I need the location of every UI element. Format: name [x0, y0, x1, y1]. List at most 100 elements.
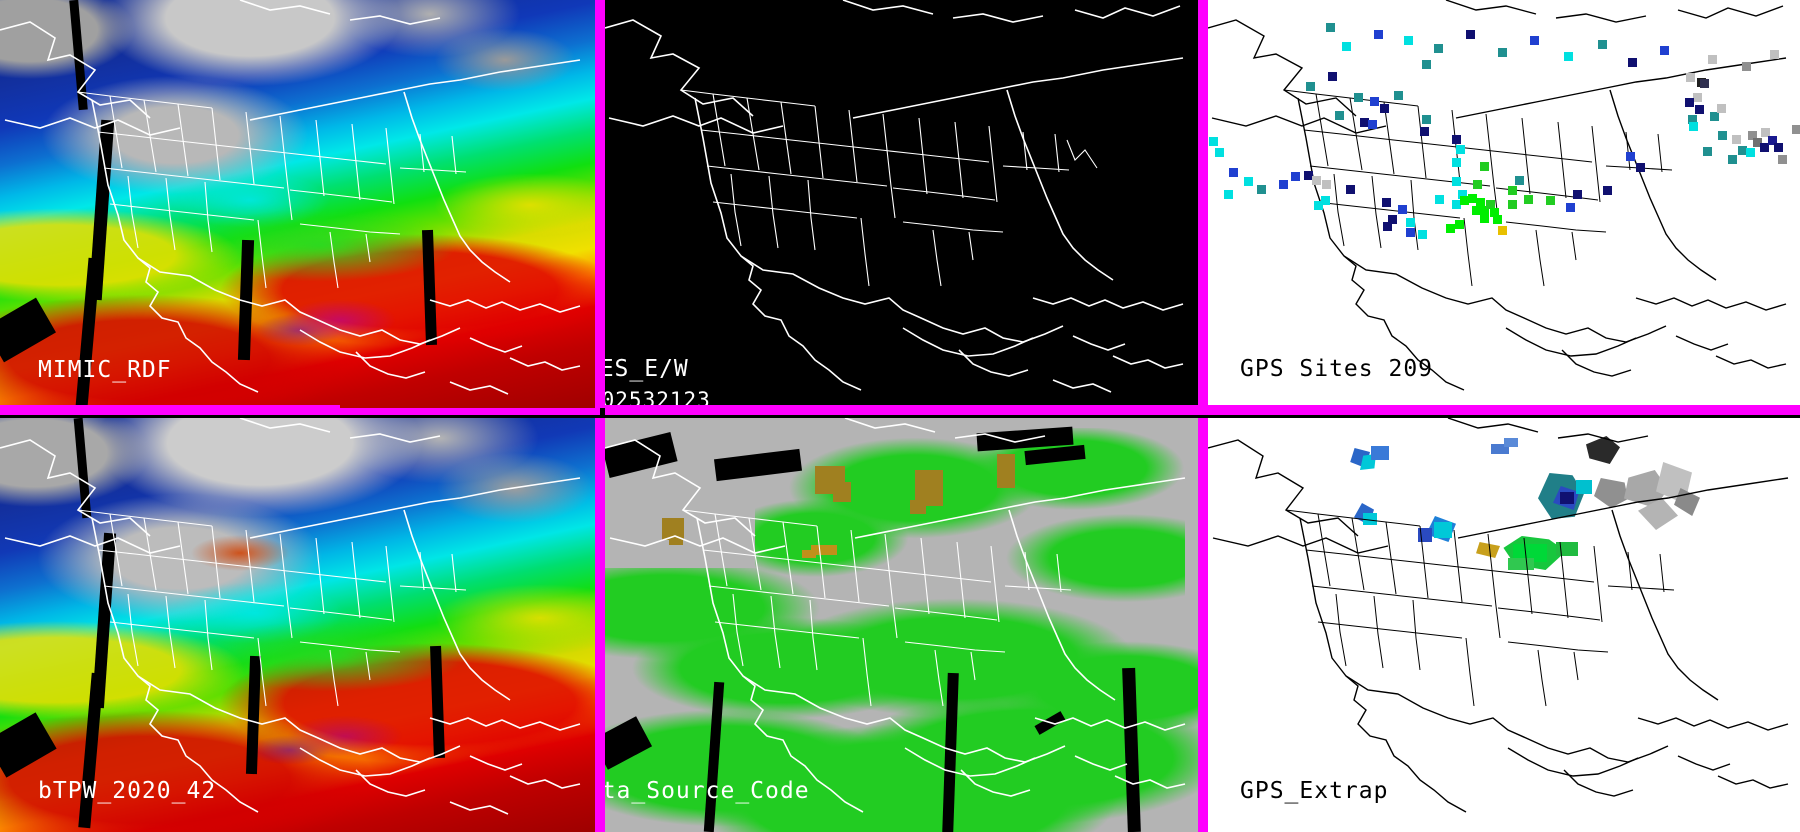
gps-site-dot[interactable] [1304, 171, 1313, 180]
gps-site-dot[interactable] [1746, 148, 1755, 157]
gps-site-dot[interactable] [1710, 112, 1719, 121]
gps-site-dot[interactable] [1480, 162, 1489, 171]
panel-data-source-code[interactable]: Data_Source_Code [605, 418, 1200, 832]
gps-site-dot[interactable] [1748, 131, 1757, 140]
gps-site-dot[interactable] [1312, 176, 1321, 185]
gps-site-dot[interactable] [1394, 91, 1403, 100]
gps-site-dot[interactable] [1322, 180, 1331, 189]
gps-site-dot[interactable] [1498, 48, 1507, 57]
gps-site-dot[interactable] [1738, 146, 1747, 155]
panel-btpw[interactable]: bTPW_2020_42 [0, 418, 595, 832]
gps-site-dot[interactable] [1346, 185, 1355, 194]
gps-site-dot[interactable] [1564, 52, 1573, 61]
gps-site-dot[interactable] [1760, 143, 1769, 152]
gps-site-dot[interactable] [1566, 203, 1575, 212]
panel-gps-sites[interactable]: GPS Sites 209 [1208, 0, 1800, 408]
gps-site-dot[interactable] [1753, 138, 1762, 147]
gps-site-dot[interactable] [1770, 50, 1779, 59]
gps-site-dot[interactable] [1215, 148, 1224, 157]
gps-site-dot[interactable] [1546, 196, 1555, 205]
gps-site-dot[interactable] [1490, 208, 1499, 217]
gps-site-dot[interactable] [1380, 104, 1389, 113]
gps-site-dot[interactable] [1718, 131, 1727, 140]
gps-site-dot[interactable] [1476, 198, 1485, 207]
panel-mimic-rdf[interactable]: MIMIC_RDF [0, 0, 595, 408]
gps-site-dot[interactable] [1498, 226, 1507, 235]
gps-site-dot[interactable] [1508, 186, 1517, 195]
gps-site-dot[interactable] [1508, 200, 1517, 209]
gps-site-dot[interactable] [1452, 177, 1461, 186]
gps-site-dot[interactable] [1388, 215, 1397, 224]
gps-site-dot[interactable] [1472, 206, 1481, 215]
gps-site-dot[interactable] [1398, 205, 1407, 214]
gps-site-dot[interactable] [1382, 198, 1391, 207]
gps-site-dot[interactable] [1244, 177, 1253, 186]
gps-site-dot[interactable] [1708, 55, 1717, 64]
gps-site-dot[interactable] [1383, 222, 1392, 231]
gps-site-dot[interactable] [1452, 200, 1461, 209]
gps-site-dot[interactable] [1761, 128, 1770, 137]
gps-site-dot[interactable] [1693, 93, 1702, 102]
gps-site-dot[interactable] [1480, 214, 1489, 223]
gps-site-dot[interactable] [1774, 143, 1783, 152]
gps-site-dot[interactable] [1480, 206, 1489, 215]
gps-site-dot[interactable] [1335, 111, 1344, 120]
gps-site-dot[interactable] [1473, 180, 1482, 189]
gps-site-dot[interactable] [1321, 196, 1330, 205]
gps-site-dot[interactable] [1435, 195, 1444, 204]
gps-site-dot[interactable] [1636, 163, 1645, 172]
gps-site-dot[interactable] [1456, 145, 1465, 154]
gps-site-dot[interactable] [1422, 115, 1431, 124]
gps-site-dot[interactable] [1468, 194, 1477, 203]
gps-site-dot[interactable] [1728, 155, 1737, 164]
gps-site-dot[interactable] [1768, 136, 1777, 145]
gps-site-dot[interactable] [1368, 120, 1377, 129]
gps-site-dot[interactable] [1732, 135, 1741, 144]
gps-site-dot[interactable] [1354, 93, 1363, 102]
gps-site-dot[interactable] [1493, 215, 1502, 224]
gps-site-dot[interactable] [1486, 200, 1495, 209]
gps-site-dot[interactable] [1628, 58, 1637, 67]
gps-site-dot[interactable] [1515, 176, 1524, 185]
gps-site-dot[interactable] [1446, 224, 1455, 233]
gps-site-dot[interactable] [1326, 23, 1335, 32]
gps-site-dot[interactable] [1360, 118, 1369, 127]
gps-site-dot[interactable] [1686, 73, 1695, 82]
gps-site-dot[interactable] [1406, 228, 1415, 237]
gps-site-dot[interactable] [1660, 46, 1669, 55]
gps-site-dot[interactable] [1685, 98, 1694, 107]
gps-site-dot[interactable] [1404, 36, 1413, 45]
gps-site-dot[interactable] [1792, 125, 1800, 134]
gps-site-dot[interactable] [1452, 135, 1461, 144]
gps-site-dot[interactable] [1524, 195, 1533, 204]
panel-gps-extrap[interactable]: GPS_Extrap [1208, 418, 1800, 832]
gps-site-dot[interactable] [1279, 180, 1288, 189]
gps-site-dot[interactable] [1700, 79, 1709, 88]
gps-site-dot[interactable] [1460, 196, 1469, 205]
gps-site-dot[interactable] [1742, 62, 1751, 71]
gps-site-dot[interactable] [1703, 147, 1712, 156]
gps-site-dot[interactable] [1466, 30, 1475, 39]
gps-site-dot[interactable] [1688, 115, 1697, 124]
gps-site-dot[interactable] [1603, 186, 1612, 195]
gps-site-dot[interactable] [1573, 190, 1582, 199]
gps-site-dot[interactable] [1374, 30, 1383, 39]
gps-site-dot[interactable] [1598, 40, 1607, 49]
gps-site-dot[interactable] [1328, 72, 1337, 81]
gps-site-dot[interactable] [1291, 172, 1300, 181]
gps-site-dot[interactable] [1306, 82, 1315, 91]
gps-site-dot[interactable] [1229, 168, 1238, 177]
gps-site-dot[interactable] [1695, 105, 1704, 114]
gps-site-dot[interactable] [1530, 36, 1539, 45]
gps-site-dot[interactable] [1224, 190, 1233, 199]
gps-site-dot[interactable] [1458, 190, 1467, 199]
gps-site-dot[interactable] [1406, 218, 1415, 227]
gps-site-dot[interactable] [1689, 122, 1698, 131]
gps-site-dot[interactable] [1314, 201, 1323, 210]
gps-site-dot[interactable] [1257, 185, 1266, 194]
gps-site-dot[interactable] [1209, 137, 1218, 146]
gps-site-dot[interactable] [1717, 104, 1726, 113]
gps-site-dot[interactable] [1434, 44, 1443, 53]
gps-site-dot[interactable] [1778, 155, 1787, 164]
gps-site-dot[interactable] [1420, 127, 1429, 136]
